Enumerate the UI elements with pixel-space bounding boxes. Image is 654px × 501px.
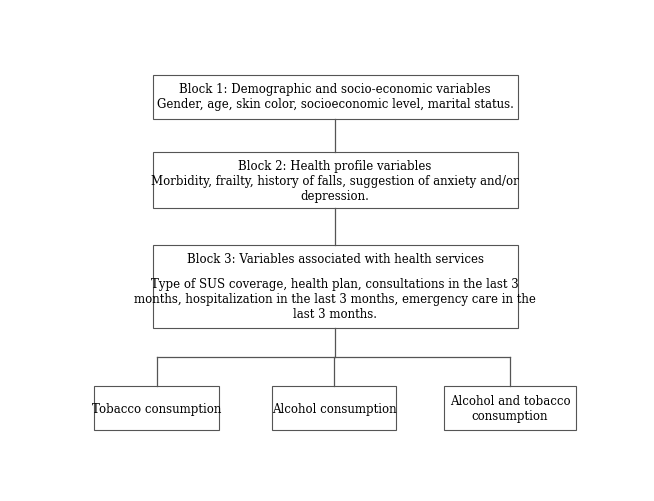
FancyBboxPatch shape [153,153,518,208]
FancyBboxPatch shape [94,386,218,430]
Text: Tobacco consumption: Tobacco consumption [92,402,221,415]
FancyBboxPatch shape [153,245,518,328]
Text: Alcohol and tobacco
consumption: Alcohol and tobacco consumption [450,394,570,422]
Text: Block 1: Demographic and socio-economic variables: Block 1: Demographic and socio-economic … [179,83,491,96]
Text: Gender, age, skin color, socioeconomic level, marital status.: Gender, age, skin color, socioeconomic l… [157,98,513,111]
Text: Alcohol consumption: Alcohol consumption [271,402,396,415]
Text: Block 2: Health profile variables: Block 2: Health profile variables [239,160,432,173]
FancyBboxPatch shape [444,386,576,430]
FancyBboxPatch shape [153,76,518,120]
FancyBboxPatch shape [272,386,396,430]
Text: Morbidity, frailty, history of falls, suggestion of anxiety and/or
depression.: Morbidity, frailty, history of falls, su… [151,175,519,203]
Text: Block 3: Variables associated with health services: Block 3: Variables associated with healt… [186,252,484,265]
Text: Type of SUS coverage, health plan, consultations in the last 3
months, hospitali: Type of SUS coverage, health plan, consu… [134,278,536,321]
